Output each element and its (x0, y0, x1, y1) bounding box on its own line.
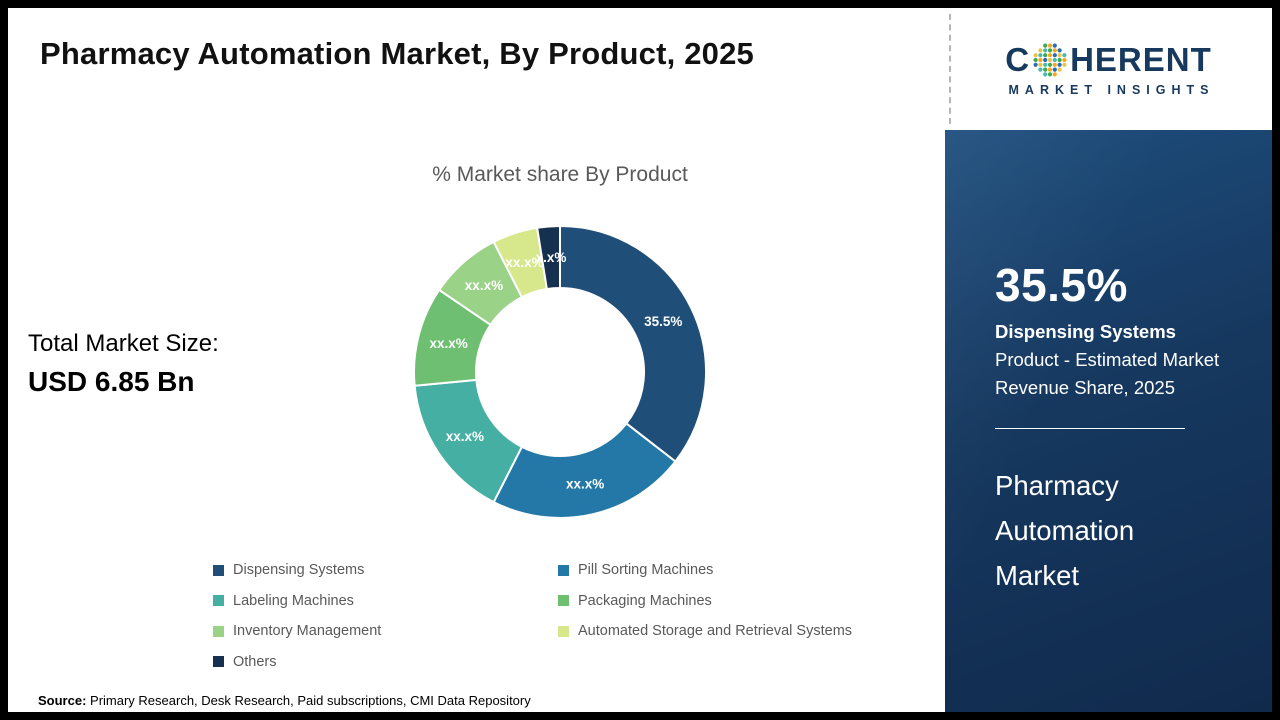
market-name: Pharmacy Automation Market (995, 470, 1135, 591)
legend-item: Inventory Management (213, 616, 558, 647)
logo-subtitle: MARKET INSIGHTS (1008, 83, 1215, 97)
stat-description: Dispensing Systems Product - Estimated M… (995, 318, 1220, 402)
legend-swatch (558, 564, 569, 576)
legend-column: Pill Sorting Machines Packaging Machines A… (558, 555, 852, 677)
panel-divider (995, 428, 1185, 429)
page-title: Pharmacy Automation Market, By Product, … (40, 36, 754, 71)
segment-value-label: xx.x% (446, 429, 484, 444)
legend-item: Others (213, 647, 558, 678)
legend-swatch (213, 595, 224, 607)
segment-value-label: 35.5% (644, 314, 682, 329)
chart-legend: Dispensing Systems Labeling Machines Inven… (213, 555, 852, 677)
segment-value-label: xx.x% (566, 477, 604, 492)
donut-chart-svg: 35.5%xx.x%xx.x%xx.x%xx.x%xx.x%x.x% (413, 224, 707, 519)
legend-column: Dispensing Systems Labeling Machines Inven… (213, 555, 558, 677)
main-content: Pharmacy Automation Market, By Product, … (8, 8, 945, 712)
brand-logo: C HERENT (1005, 41, 1212, 79)
sidebar-panel: 35.5% Dispensing Systems Product - Estim… (945, 130, 1272, 712)
stat-desc-text: Product - Estimated Market Revenue Share… (995, 349, 1220, 398)
legend-swatch (213, 656, 224, 668)
segment-value-label: xx.x% (505, 255, 543, 270)
logo-word-rest: HERENT (1070, 41, 1212, 78)
chart-title: % Market share By Product (432, 163, 688, 186)
legend-item: Automated Storage and Retrieval Systems (558, 616, 852, 647)
logo-box: C HERENT MARKET INSIGHTS (945, 8, 1272, 130)
source-line: Source: Primary Research, Desk Research,… (38, 693, 531, 708)
logo-word-start: C (1005, 41, 1031, 78)
legend-swatch (213, 625, 224, 637)
legend-item: Labeling Machines (213, 586, 558, 617)
segment-value-label: xx.x% (465, 278, 503, 293)
stat-value: 35.5% (995, 259, 1128, 311)
source-label: Source: (38, 693, 87, 708)
legend-item: Dispensing Systems (213, 555, 558, 586)
globe-icon (1033, 43, 1067, 77)
segment-value-label: xx.x% (429, 336, 467, 351)
donut-segment (492, 422, 677, 519)
legend-swatch (558, 625, 569, 637)
stat-label: Dispensing Systems (995, 321, 1176, 342)
total-market-value: USD 6.85 Bn (28, 366, 195, 397)
logo-dashed-divider (949, 14, 951, 124)
donut-segment (559, 224, 707, 463)
total-market-block: Total Market Size: USD 6.85 Bn (28, 330, 219, 398)
legend-label: Pill Sorting Machines (578, 562, 714, 579)
donut-chart: 35.5% xx.x% xx.x% xx.x% xx.x% xx.x% x.x% (400, 212, 720, 532)
legend-swatch (558, 595, 569, 607)
legend-label: Inventory Management (233, 623, 382, 640)
legend-swatch (213, 564, 224, 576)
legend-label: Packaging Machines (578, 592, 712, 609)
right-sidebar: C HERENT MARKET INSIGHTS 35.5% Dispensin… (945, 8, 1272, 712)
legend-item: Packaging Machines (558, 586, 852, 617)
legend-label: Dispensing Systems (233, 562, 365, 579)
segment-value-label: x.x% (536, 250, 567, 265)
legend-item: Pill Sorting Machines (558, 555, 852, 586)
source-text: Primary Research, Desk Research, Paid su… (90, 693, 531, 708)
total-market-label: Total Market Size: (28, 330, 219, 357)
legend-label: Labeling Machines (233, 592, 354, 609)
legend-label: Automated Storage and Retrieval Systems (578, 623, 853, 640)
legend-label: Others (233, 653, 277, 670)
donut-segment (536, 224, 561, 291)
